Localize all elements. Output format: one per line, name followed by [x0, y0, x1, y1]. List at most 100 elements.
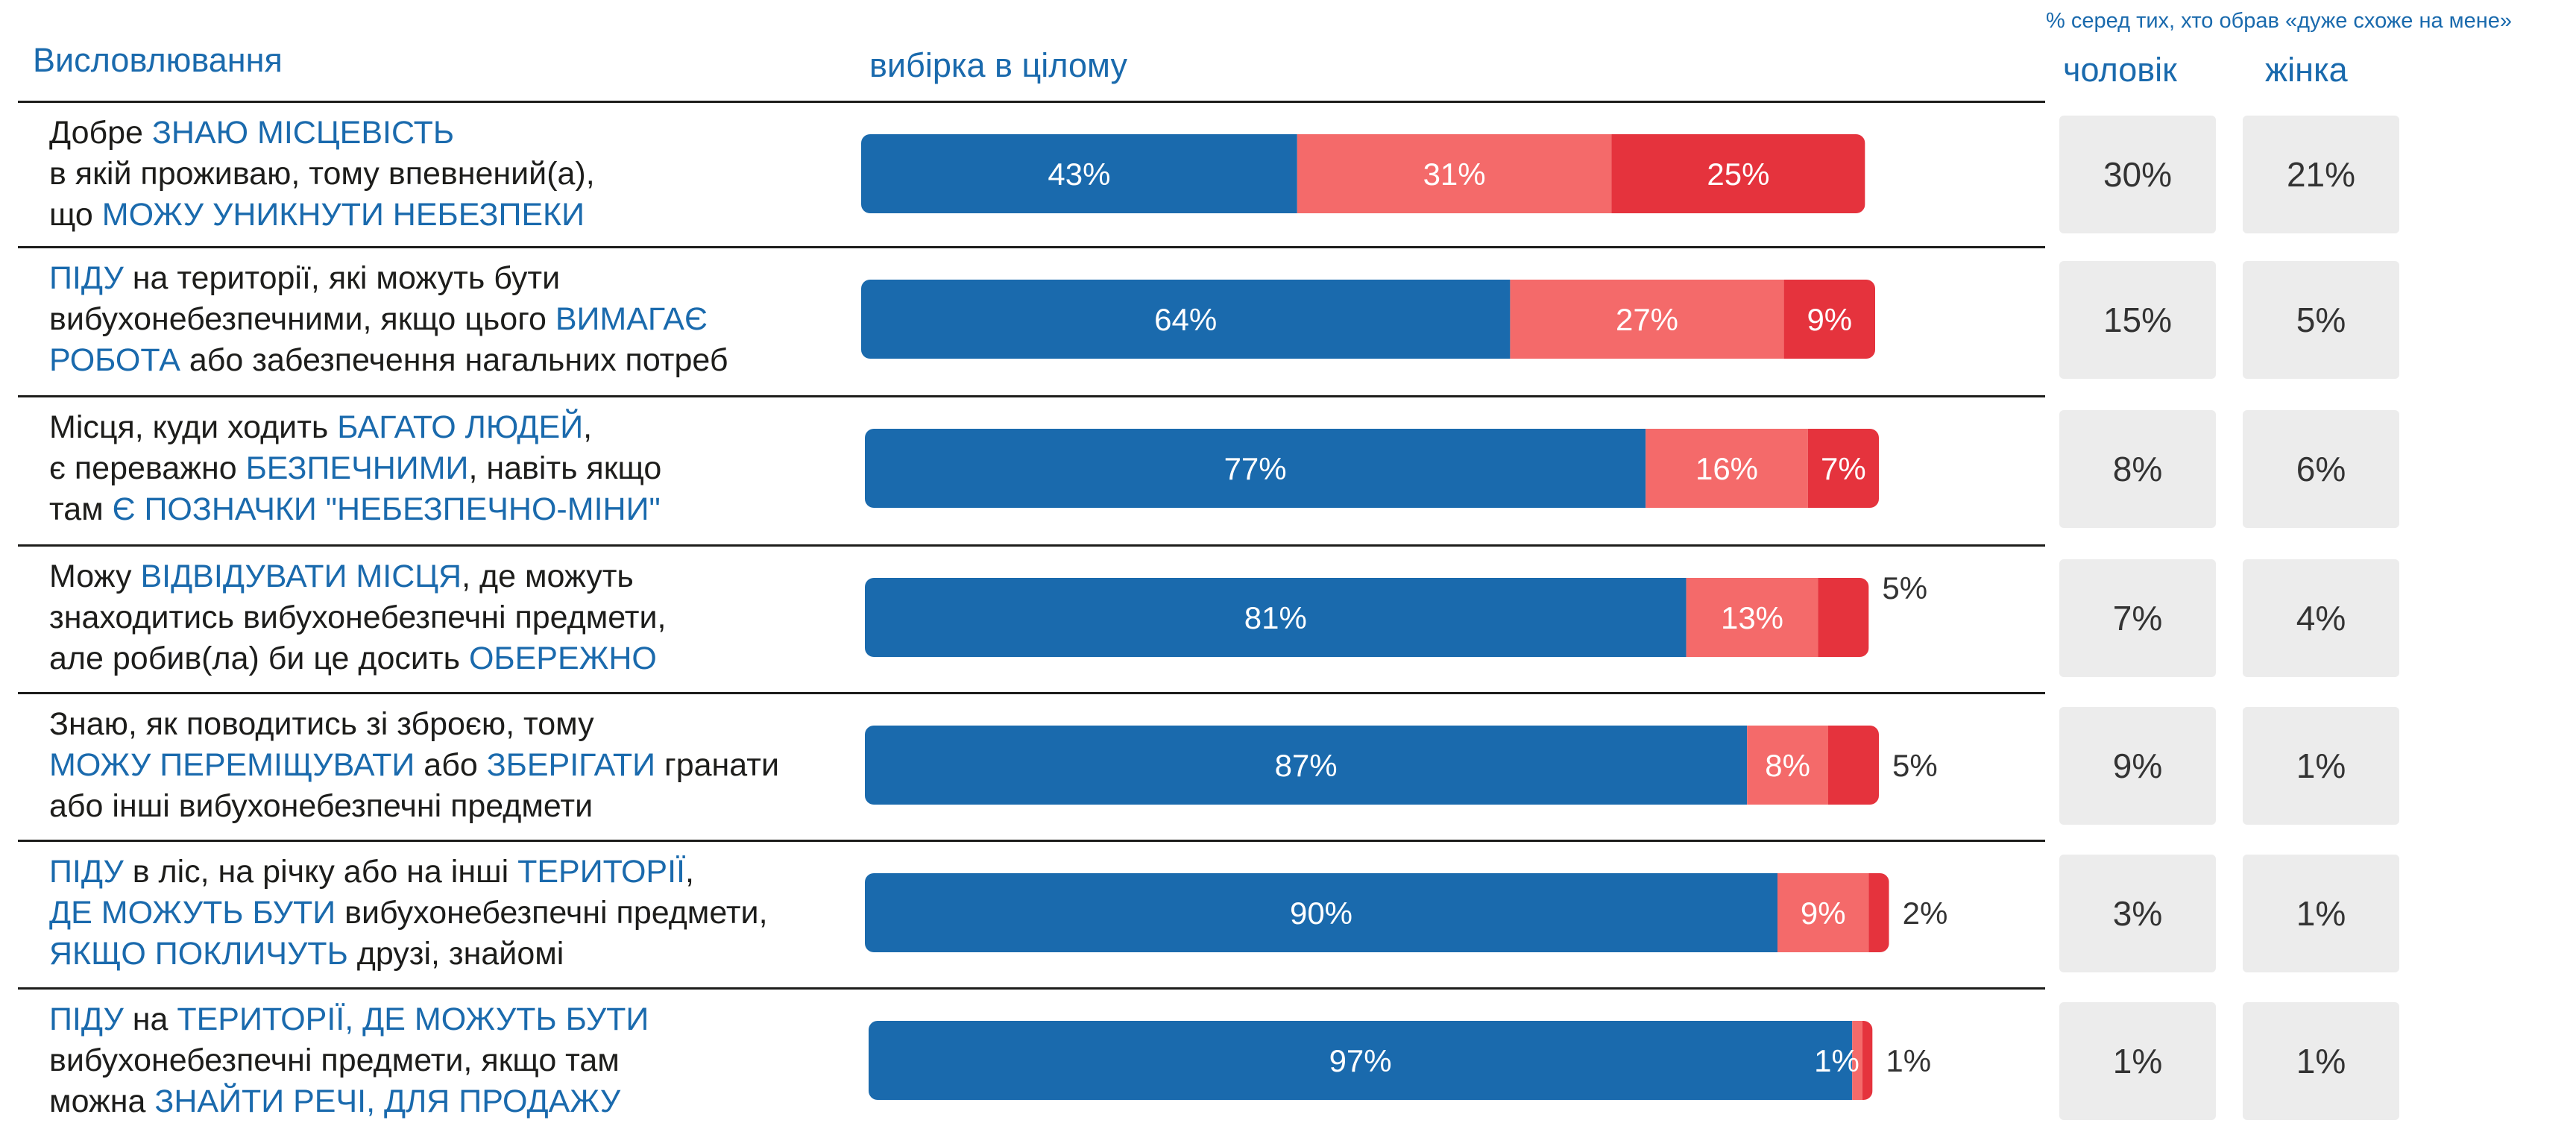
bar-group	[861, 134, 1865, 213]
men-value-box: 7%	[2059, 559, 2216, 677]
row-separator	[18, 544, 2045, 547]
bar-value-label: 9%	[1801, 896, 1846, 931]
bar-segment-3	[1828, 726, 1879, 805]
bar-segment-2	[1297, 134, 1612, 213]
statement-fragment: або забезпечення нагальних потреб	[180, 342, 728, 378]
bar-value-label: 1%	[1886, 1043, 1931, 1078]
bar-value-label: 13%	[1721, 600, 1783, 635]
bar-segment-1	[865, 726, 1748, 805]
statement-fragment: або	[415, 747, 487, 783]
statement-highlight: БЕЗПЕЧНИМИ	[245, 450, 469, 486]
statement-fragment: там	[49, 491, 113, 527]
row-separator	[18, 395, 2045, 397]
statement-highlight: ПІДУ	[49, 854, 124, 890]
statement-text: Можу ВІДВІДУВАТИ МІСЦЯ, де можуть знаходи…	[49, 556, 840, 679]
statement-fragment: вибухонебезпечні предмети,	[336, 895, 768, 931]
statement-fragment: Можу	[49, 559, 141, 594]
bar-segment-3	[1611, 134, 1865, 213]
statement-fragment: друзі, знайомі	[347, 936, 564, 972]
women-value-box: 6%	[2243, 410, 2399, 528]
row-separator	[18, 840, 2045, 842]
statement-fragment: на території, які можуть бути	[123, 260, 561, 296]
bar-value-label: 25%	[1707, 157, 1769, 192]
statement-highlight: ЯКЩО ПОКЛИЧУТЬ	[49, 936, 348, 972]
statement-highlight: ПІДУ	[49, 1001, 124, 1037]
bar-segment-1	[869, 1021, 1853, 1100]
bar-group	[861, 280, 1875, 359]
bar-value-label: 64%	[1154, 302, 1217, 337]
statement-highlight: ТЕРИТОРІЇ, ДЕ МОЖУТЬ БУТИ	[177, 1001, 649, 1037]
statement-fragment: але робив(ла) би це досить	[49, 641, 469, 676]
statement-highlight: ЗНАЮ МІСЦЕВІСТЬ	[151, 115, 455, 151]
bar-value-label: 8%	[1765, 748, 1810, 783]
statement-highlight: ЗНАЙТИ РЕЧІ, ДЛЯ ПРОДАЖУ	[154, 1083, 621, 1119]
women-header: жінка	[2265, 51, 2348, 89]
statement-fragment: Місця, куди ходить	[49, 409, 338, 445]
total-sample-header: вибірка в цілому	[869, 46, 1127, 84]
statement-highlight: Є ПОЗНАЧКИ "НЕБЕЗПЕЧНО-МІНИ"	[112, 491, 661, 527]
bar-segment-2	[1510, 280, 1784, 359]
statement-fragment: вибухонебезпечні предмети, якщо там	[49, 1042, 620, 1078]
statement-fragment: ,	[684, 854, 694, 890]
statement-text: Знаю, як поводитись зі зброєю, тому МОЖУ …	[49, 704, 840, 827]
bar-segment-2	[1686, 578, 1818, 657]
statement-fragment: знаходитись вибухонебезпечні предмети,	[49, 600, 667, 635]
bar-segment-3	[1783, 280, 1875, 359]
bar-group	[865, 873, 1889, 952]
statement-highlight: ПІДУ	[49, 260, 124, 296]
statement-text: ПІДУ в ліс, на річку або на інші ТЕРИТОР…	[49, 852, 840, 975]
statement-text: Місця, куди ходить БАГАТО ЛЮДЕЙ, є перева…	[49, 407, 840, 530]
statement-text: ПІДУ на ТЕРИТОРІЇ, ДЕ МОЖУТЬ БУТИ вибухон…	[49, 999, 840, 1122]
bar-value-label: 27%	[1616, 302, 1678, 337]
statement-fragment: або інші вибухонебезпечні предмети	[49, 788, 593, 824]
bar-value-label: 2%	[1903, 896, 1948, 931]
bar-value-label: 1%	[1814, 1043, 1859, 1078]
statement-highlight: ОБЕРЕЖНО	[468, 641, 657, 676]
row-separator	[18, 987, 2045, 990]
statement-fragment: , де можуть	[462, 559, 634, 594]
women-value-box: 1%	[2243, 707, 2399, 825]
row-separator	[18, 692, 2045, 694]
statement-highlight: ВИМАГАЄ	[555, 301, 708, 337]
row-separator	[18, 101, 2045, 103]
women-value-box: 21%	[2243, 116, 2399, 233]
women-value-box: 1%	[2243, 1002, 2399, 1120]
statement-fragment: можна	[49, 1083, 155, 1119]
statement-highlight: ТЕРИТОРІЇ	[517, 854, 685, 890]
bar-value-label: 87%	[1275, 748, 1338, 783]
statement-fragment: гранати	[655, 747, 779, 783]
statement-highlight: БАГАТО ЛЮДЕЙ	[337, 409, 584, 445]
bar-segment-1	[865, 873, 1777, 952]
bar-value-label: 5%	[1892, 748, 1938, 783]
bar-segment-3	[1862, 1021, 1873, 1100]
statement-highlight: ДЕ МОЖУТЬ БУТИ	[49, 895, 336, 931]
women-value-box: 5%	[2243, 261, 2399, 379]
bar-segment-2	[1646, 429, 1808, 508]
men-value-box: 3%	[2059, 855, 2216, 972]
bar-value-label: 5%	[1882, 570, 1927, 606]
row-separator	[18, 246, 2045, 248]
bar-value-label: 81%	[1244, 600, 1307, 635]
bar-segment-3	[1868, 873, 1889, 952]
bar-segment-3	[1807, 429, 1879, 508]
bar-segment-2	[1777, 873, 1869, 952]
bar-value-label: 31%	[1423, 157, 1486, 192]
statement-fragment: Знаю, як поводитись зі зброєю, тому	[49, 706, 594, 742]
bar-value-label: 97%	[1329, 1043, 1392, 1078]
statement-fragment: в якій проживаю, тому впевнений(а),	[49, 156, 595, 192]
men-value-box: 8%	[2059, 410, 2216, 528]
gender-note: % серед тих, хто обрав «дуже схоже на ме…	[2046, 9, 2513, 33]
men-value-box: 15%	[2059, 261, 2216, 379]
men-value-box: 9%	[2059, 707, 2216, 825]
bar-segment-1	[865, 578, 1687, 657]
women-value-box: 1%	[2243, 855, 2399, 972]
bar-value-label: 9%	[1807, 302, 1852, 337]
bar-segment-1	[861, 134, 1297, 213]
men-value-box: 1%	[2059, 1002, 2216, 1120]
statement-fragment: що	[49, 197, 102, 233]
statement-fragment: є переважно	[49, 450, 246, 486]
statement-fragment: , навіть якщо	[468, 450, 662, 486]
bar-group	[865, 726, 1879, 805]
statement-fragment: в ліс, на річку або на інші	[123, 854, 518, 890]
